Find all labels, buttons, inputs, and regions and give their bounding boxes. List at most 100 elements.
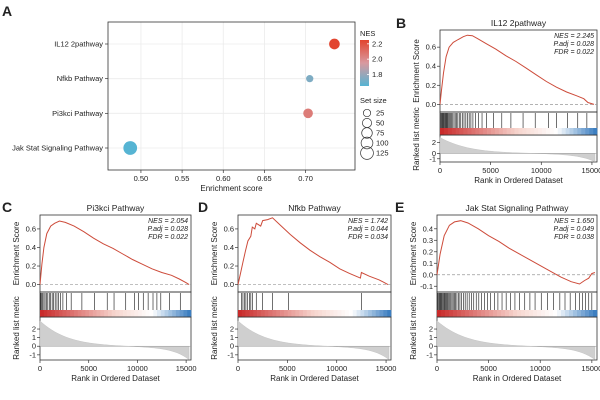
rank-color-segment [593, 128, 598, 135]
rank-color-segment [525, 310, 530, 317]
x-tick-label: 0.50 [134, 174, 149, 183]
rank-color-segment [465, 310, 470, 317]
y-tick-label: 0.6 [426, 43, 436, 52]
rank-color-segment [441, 310, 446, 317]
rank-color-segment [510, 128, 515, 135]
rank-color-segment [483, 128, 488, 135]
size-legend-label: 125 [376, 149, 389, 158]
rank-color-segment [375, 310, 380, 317]
rank-color-segment [111, 310, 116, 317]
rank-color-segment [47, 310, 52, 317]
rank-color-segment [473, 310, 478, 317]
rank-color-segment [440, 128, 445, 135]
rank-color-segment [100, 310, 105, 317]
nes-value: NES = 2.245 [554, 33, 594, 40]
rank-color-segment [81, 310, 86, 317]
rank-color-segment [487, 128, 492, 135]
y-tick-label: 0 [32, 342, 36, 351]
rank-color-segment [505, 310, 510, 317]
es-axis-title: Enrichment Score [409, 221, 418, 285]
rank-color-segment [348, 310, 354, 317]
data-point-jak-stat-signaling-pathway [123, 141, 138, 155]
rank-color-segment [43, 310, 48, 317]
y-tick-label: -0.1 [420, 282, 433, 291]
rank-color-segment [62, 310, 67, 317]
rank-color-segment [134, 310, 139, 317]
rank-color-segment [66, 310, 71, 317]
size-legend-title: Set size [360, 96, 387, 105]
rank-color-segment [477, 310, 482, 317]
rank-color-segment [475, 128, 480, 135]
rank-color-segment [345, 310, 350, 317]
rank-color-segment [96, 310, 101, 317]
size-legend-label: 75 [376, 129, 384, 138]
rank-color-segment [160, 310, 165, 317]
x-tick-label: 15000 [582, 166, 600, 175]
rank-color-segment [119, 310, 124, 317]
padj-value: P.adj = 0.049 [553, 226, 594, 233]
x-tick-label: 0 [236, 364, 240, 373]
rank-color-segment [541, 310, 546, 317]
y-tick-label: 2 [32, 325, 36, 334]
y-tick-label: 0 [432, 149, 436, 158]
x-tick-label: 5000 [482, 166, 499, 175]
rank-color-segment [493, 310, 498, 317]
rank-color-segment [92, 310, 97, 317]
rank-color-segment [183, 310, 188, 317]
rank-color-segment [306, 310, 311, 317]
rank-color-segment [545, 128, 551, 135]
rank-color-segment [581, 310, 586, 317]
y-tick-label: 0.0 [426, 100, 436, 109]
y-tick-label: 0.2 [423, 247, 433, 256]
rank-color-segment [352, 310, 357, 317]
rank-color-segment [514, 128, 519, 135]
rank-color-segment [153, 310, 158, 317]
rank-color-segment [445, 310, 450, 317]
rank-color-segment [549, 310, 554, 317]
x-tick-label: 10000 [127, 364, 148, 373]
ranked-metric-axis-title: Ranked list metric [409, 296, 418, 360]
y-tick-label: 1 [230, 333, 234, 342]
rank-color-segment [257, 310, 262, 317]
panel-letter-b: B [396, 15, 406, 31]
rank-color-segment [518, 128, 523, 135]
rank-color-segment [115, 310, 120, 317]
rank-color-segment [459, 128, 464, 135]
rank-color-segment [310, 310, 315, 317]
rank-color-segment [565, 128, 570, 135]
rank-color-segment [497, 310, 502, 317]
rank-color-segment [529, 310, 534, 317]
rank-color-segment [581, 128, 586, 135]
y-tick-label: -1 [426, 350, 433, 359]
color-legend-label: 2.2 [372, 39, 382, 48]
size-legend-circle [360, 146, 374, 160]
x-tick-label: 15000 [176, 364, 197, 373]
enrichment-score-curve [436, 220, 596, 285]
rank-color-segment [187, 310, 192, 317]
rank-color-segment [371, 310, 376, 317]
color-legend-bar [360, 40, 369, 86]
rank-color-segment [577, 310, 582, 317]
rank-color-segment [593, 310, 598, 317]
ranked-metric-axis-title: Ranked list metric [12, 296, 21, 360]
rank-color-segment [521, 310, 526, 317]
padj-value: P.adj = 0.044 [347, 226, 388, 233]
y-tick-label: 0 [429, 342, 433, 351]
rank-color-segment [537, 310, 542, 317]
ranked-metric-area [237, 320, 390, 360]
y-tick-label: 0.0 [26, 280, 36, 289]
rank-color-segment [141, 310, 146, 317]
y-tick-label: 2 [429, 325, 433, 334]
rank-color-segment [149, 310, 154, 317]
y-tick-label: 0.2 [26, 262, 36, 271]
x-axis-title: Rank in Ordered Dataset [474, 176, 563, 185]
es-axis-title: Enrichment Score [12, 221, 21, 285]
y-tick-label: 0.4 [423, 224, 433, 233]
x-axis-title: Rank in Ordered Dataset [71, 374, 160, 383]
rank-color-segment [253, 310, 258, 317]
fdr-value: FDR = 0.038 [554, 234, 594, 241]
rank-color-segment [126, 310, 131, 317]
rank-color-segment [157, 310, 162, 317]
y-tick-label: 0.3 [423, 236, 433, 245]
x-tick-label: 0 [38, 364, 42, 373]
